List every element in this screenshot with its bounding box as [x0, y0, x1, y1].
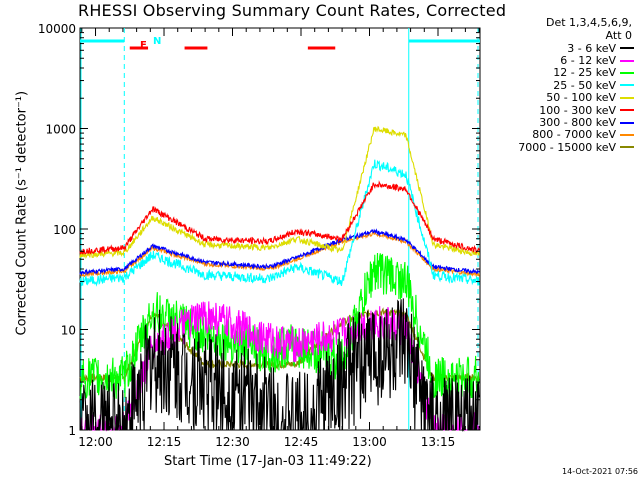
- x-tick-label: 13:00: [352, 435, 387, 449]
- x-tick-label: 12:15: [147, 435, 182, 449]
- generation-timestamp: 14-Oct-2021 07:56: [562, 467, 638, 476]
- legend-swatch: [620, 59, 634, 62]
- legend-swatch: [620, 109, 634, 112]
- series-line-300-800keV: [79, 228, 480, 277]
- series-line-12-25keV: [79, 252, 480, 400]
- series-line-25-50keV: [79, 159, 480, 287]
- legend-entries: 3 - 6 keV 6 - 12 keV 12 - 25 keV 25 - 50 ke…: [482, 42, 634, 154]
- series-line-50-100keV: [79, 125, 481, 260]
- y-tick-label: 10: [61, 324, 76, 338]
- legend-entry: 50 - 100 keV: [482, 91, 634, 105]
- annotation-layer: [80, 28, 480, 430]
- legend-swatch: [620, 71, 634, 74]
- y-tick-label: 1: [68, 424, 76, 438]
- legend-entry: 100 - 300 keV: [482, 103, 634, 117]
- series-layer: [79, 125, 481, 432]
- legend-entry: 6 - 12 keV: [482, 54, 634, 68]
- plot-area-frame: [79, 27, 481, 431]
- legend-swatch: [620, 47, 634, 50]
- legend-entry: 3 - 6 keV: [482, 41, 634, 55]
- legend-entry-label: 7000 - 15000 keV: [518, 140, 616, 154]
- y-axis-label: Corrected Count Rate (s⁻¹ detector⁻¹): [14, 90, 30, 336]
- legend-entry: 25 - 50 keV: [482, 78, 634, 92]
- legend-entry-label: 12 - 25 keV: [553, 66, 616, 80]
- legend-header-attenuator: Att 0: [605, 29, 632, 42]
- legend-entry: 800 - 7000 keV: [482, 128, 634, 142]
- legend-entry-label: 25 - 50 keV: [553, 78, 616, 92]
- x-axis-label: Start Time (17-Jan-03 11:49:22): [164, 454, 372, 469]
- series-line-3-6keV: [79, 298, 481, 432]
- chart-title: RHESSI Observing Summary Count Rates, Co…: [78, 1, 507, 20]
- x-tick-label: 12:00: [78, 435, 113, 449]
- legend-swatch: [620, 96, 634, 99]
- series-line-100-300keV: [79, 180, 480, 255]
- legend-swatch: [620, 146, 634, 149]
- legend-entry: 12 - 25 keV: [482, 66, 634, 80]
- legend-swatch: [620, 133, 634, 136]
- legend-entry-label: 300 - 800 keV: [539, 116, 616, 130]
- legend-entry-label: 100 - 300 keV: [539, 103, 616, 117]
- x-tick-label: 12:45: [284, 435, 319, 449]
- legend-swatch: [620, 121, 634, 124]
- x-tick-label: 12:30: [215, 435, 250, 449]
- tick-layer: 12:00 12:15 12:30 12:45 13:00 13:15 1 10 100 1000…: [38, 22, 480, 449]
- legend-entry: 7000 - 15000 keV: [482, 140, 634, 154]
- legend-entry: 300 - 800 keV: [482, 116, 634, 130]
- x-tick-label: 13:15: [421, 435, 456, 449]
- flare-flag-marker: F: [140, 40, 147, 51]
- y-tick-label: 1000: [45, 123, 76, 137]
- legend-entry-label: 50 - 100 keV: [546, 91, 616, 105]
- legend-entry-label: 3 - 6 keV: [567, 41, 616, 55]
- y-tick-label: 10000: [38, 22, 76, 36]
- legend-header-detectors: Det 1,3,4,5,6,9,: [545, 16, 632, 29]
- night-flag-marker: N: [153, 36, 162, 47]
- legend-entry-label: 6 - 12 keV: [560, 54, 616, 68]
- y-tick-label: 100: [53, 223, 76, 237]
- legend-swatch: [620, 84, 634, 87]
- legend-entry-label: 800 - 7000 keV: [532, 128, 616, 142]
- legend: Det 1,3,4,5,6,9, Att 0 3 - 6 keV 6 - 12 k…: [482, 16, 634, 154]
